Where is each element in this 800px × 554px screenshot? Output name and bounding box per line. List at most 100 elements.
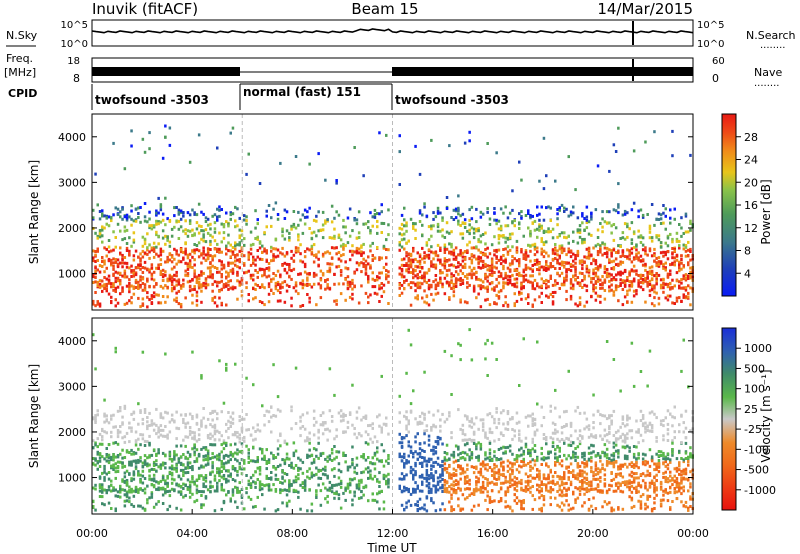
velocity-cell-1390 [376,440,379,444]
power-cell-1970 [486,279,489,283]
power-cell-2314 [545,286,548,290]
velocity-cell-1547 [416,432,419,436]
power-cell-1701 [441,228,444,232]
velocity-cell-1154 [312,433,316,437]
velocity-cell-758 [220,460,223,463]
power-cell-202 [125,284,129,288]
power-cell-1792 [457,265,460,269]
power-cell-2135 [515,285,519,289]
velocity-cell-264 [134,440,138,444]
power-cell-1835 [463,250,467,254]
velocity-cell-437 [166,436,169,440]
power-cell-1042 [279,161,282,165]
velocity-cell-375 [155,452,158,456]
power-cell-619 [195,227,199,231]
power-cell-1229 [328,287,332,291]
power-cell-3133 [689,266,692,270]
power-cell-2203 [527,254,530,258]
velocity-cell-708 [211,443,214,447]
power-cell-2264 [536,282,539,286]
velocity-cell-964 [263,454,266,458]
velocity-cell-352 [150,492,154,496]
power-cell-454 [166,235,169,239]
power-cell-2509 [578,283,582,287]
velocity-cell-111 [110,507,113,510]
velocity-cell-1250 [337,482,341,486]
velocity-cell-1116 [303,439,307,443]
power-cell-2276 [538,218,541,222]
velocity-cell-608 [195,459,199,463]
velocity-cell-278 [137,473,140,477]
velocity-cell-320 [146,498,149,502]
velocity-cell-1703 [441,468,444,471]
power-cell-985 [265,251,268,255]
power-cell-1382 [371,224,374,228]
power-cell-2937 [655,277,658,281]
power-cell-1605 [423,256,426,260]
power-cell-2640 [601,275,604,278]
velocity-cell-117 [110,483,113,487]
velocity-cell-889 [243,461,246,465]
power-cell-802 [227,271,230,275]
power-cell-2689 [610,277,613,281]
velocity-cell-422 [161,493,165,497]
velocity-cell-350 [150,419,154,423]
power-cell-3079 [678,269,681,273]
velocity-cell-1667 [434,460,438,464]
power-cell-1478 [403,232,406,236]
power-cell-1157 [310,247,314,251]
velocity-cell-418 [161,463,165,467]
power-cell-2650 [603,265,607,269]
power-cell-2845 [637,215,640,219]
power-cell-49 [98,270,102,274]
velocity-cell-98 [107,501,111,505]
power-cell-300 [141,137,145,141]
power-cell-1713 [443,245,447,249]
velocity-cell-653 [202,477,205,481]
power-cell-2838 [637,284,640,288]
power-cell-1460 [398,241,401,244]
power-cell-811 [227,241,230,245]
velocity-cell-557 [186,487,190,491]
power-cell-2664 [605,221,609,225]
power-cell-1469 [400,267,404,271]
power-cell-2049 [499,227,503,231]
power-cell-2055 [499,289,503,293]
velocity-cell-1164 [315,496,318,499]
velocity-cell-1310 [353,470,356,474]
power-cell-2644 [603,267,607,271]
velocity-cell-754 [220,434,223,438]
velocity-cell-878 [240,427,244,431]
velocity-cell-935 [254,505,257,508]
power-cell-2275 [538,228,541,232]
velocity-cell-706 [211,485,214,489]
power-cell-2814 [632,232,636,236]
power-cell-1554 [414,237,417,240]
power-cell-110 [110,261,113,265]
power-cell-2342 [551,283,555,287]
velocity-cell-130 [112,486,115,490]
power-cell-1693 [439,229,442,233]
power-cell-680 [204,259,208,262]
velocity-cell-1701 [441,490,444,493]
power-cell-21 [94,291,97,294]
power-cell-2064 [502,211,505,215]
velocity-cell-1014 [274,489,278,493]
power-cell-1809 [459,283,462,286]
power-cell-1675 [436,281,440,285]
power-cell-520 [177,282,181,286]
power-cell-562 [184,242,187,246]
power-cell-2663 [605,246,609,250]
velocity-cell-449 [168,489,172,493]
velocity-cell-10 [92,486,95,490]
power-cell-1340 [360,284,363,288]
power-cell-1534 [412,260,415,264]
power-cell-1972 [486,297,489,301]
velocity-cell-8 [92,446,95,450]
power-cell-2794 [628,288,631,292]
power-cell-835 [231,250,235,254]
power-cell-825 [229,131,232,135]
power-cell-2499 [578,235,582,239]
velocity-cell-626 [197,466,201,470]
power-cell-1367 [367,295,370,299]
